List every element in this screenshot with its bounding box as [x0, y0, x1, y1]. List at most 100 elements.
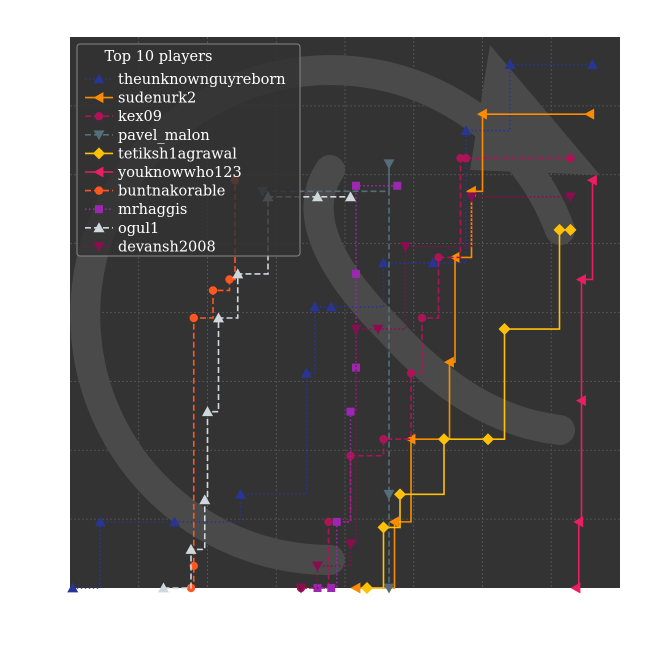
- data-point-devansh2008: [400, 241, 411, 252]
- data-point-ogul1: [185, 543, 197, 554]
- data-point-kex09: [379, 435, 388, 444]
- data-point-kex09: [461, 154, 471, 163]
- data-point-devansh2008: [345, 539, 356, 550]
- data-point-ogul1: [312, 191, 323, 202]
- data-point-ogul1: [199, 494, 211, 505]
- legend: Top 10 players theunknownguyreborn sudenur…: [76, 43, 301, 257]
- legend-label: theunknownguyreborn: [118, 72, 286, 88]
- series-line-pavel-malon: [262, 163, 390, 588]
- legend-box: [76, 43, 301, 257]
- data-point-theunknownguyreborn: [325, 301, 337, 312]
- watermark-arrowhead: [470, 45, 600, 175]
- legend-item-devansh2008: devansh2008: [85, 239, 216, 255]
- data-point-ogul1: [202, 406, 213, 417]
- legend-swatch-marker: [93, 130, 105, 141]
- data-point-mrhaggis: [327, 584, 336, 592]
- legend-label: devansh2008: [118, 239, 216, 255]
- data-point-mrhaggis: [352, 363, 360, 372]
- legend-item-theunknownguyreborn: theunknownguyreborn: [85, 72, 286, 88]
- data-point-tetiksh1agrawal: [394, 488, 406, 501]
- data-point-devansh2008: [565, 192, 576, 203]
- data-point-theunknownguyreborn: [460, 125, 472, 136]
- data-point-kex09: [434, 253, 443, 262]
- data-point-tetiksh1agrawal: [361, 582, 373, 594]
- data-point-theunknownguyreborn: [235, 488, 246, 499]
- data-point-youknowwho123: [576, 395, 586, 407]
- legend-item-mrhaggis: mrhaggis: [85, 202, 187, 218]
- legend-label: ogul1: [118, 221, 159, 237]
- data-point-pavel-malon: [383, 489, 395, 500]
- data-point-sudenurk2: [350, 582, 361, 594]
- data-point-tetiksh1agrawal: [438, 433, 450, 446]
- legend-label: sudenurk2: [118, 91, 196, 107]
- series-line-devansh2008: [301, 195, 571, 589]
- data-point-kex09: [566, 154, 575, 163]
- data-point-sudenurk2: [389, 516, 399, 528]
- legend-swatch-marker: [93, 73, 105, 84]
- data-point-kex09: [324, 517, 333, 527]
- data-point-theunknownguyreborn: [301, 367, 312, 378]
- data-point-theunknownguyreborn: [94, 516, 106, 527]
- data-point-theunknownguyreborn: [504, 59, 516, 69]
- data-point-pavel-malon: [383, 583, 395, 594]
- data-point-devansh2008: [312, 561, 323, 572]
- data-point-ogul1: [345, 191, 356, 202]
- data-point-devansh2008: [372, 324, 384, 335]
- data-point-tetiksh1agrawal: [482, 433, 494, 446]
- legend-item-pavel-malon: pavel_malon: [85, 128, 210, 144]
- data-point-theunknownguyreborn: [587, 59, 598, 69]
- data-point-devansh2008: [295, 583, 307, 594]
- data-point-mrhaggis: [352, 181, 360, 190]
- data-point-tetiksh1agrawal: [377, 521, 390, 534]
- data-point-youknowwho123: [573, 516, 584, 528]
- legend-title: Top 10 players: [105, 49, 213, 65]
- legend-swatch-marker: [93, 222, 105, 233]
- data-point-mrhaggis: [393, 181, 402, 190]
- legend-swatch-marker: [93, 147, 105, 160]
- data-point-sudenurk2: [449, 251, 460, 263]
- data-point-devansh2008: [350, 324, 362, 335]
- data-point-sudenurk2: [444, 356, 454, 368]
- data-point-theunknownguyreborn: [309, 301, 321, 312]
- data-point-youknowwho123: [576, 273, 586, 285]
- legend-label: youknowwho123: [117, 165, 242, 181]
- data-point-mrhaggis: [332, 517, 341, 526]
- legend-item-ogul1: ogul1: [85, 221, 159, 237]
- legend-swatch-marker: [93, 166, 104, 178]
- data-point-mrhaggis: [352, 269, 360, 278]
- data-point-kex09: [406, 368, 416, 378]
- data-point-sudenurk2: [584, 108, 595, 120]
- data-point-buntnakorable: [208, 286, 218, 295]
- legend-swatch-marker: [94, 112, 104, 121]
- data-point-theunknownguyreborn: [378, 257, 389, 268]
- data-point-ogul1: [232, 268, 244, 279]
- series-line-youknowwho123: [576, 180, 594, 589]
- legend-item-sudenurk2: sudenurk2: [85, 91, 196, 107]
- data-point-youknowwho123: [570, 582, 581, 594]
- data-point-sudenurk2: [405, 433, 416, 445]
- legend-item-kex09: kex09: [85, 109, 162, 125]
- legend-label: kex09: [118, 109, 162, 125]
- legend-swatch-marker: [93, 92, 104, 104]
- data-point-tetiksh1agrawal: [553, 223, 566, 236]
- series-youknowwho123: [570, 174, 597, 594]
- legend-swatch-marker: [93, 242, 105, 252]
- series-theunknownguyreborn: [67, 59, 598, 593]
- data-point-youknowwho123: [587, 174, 597, 186]
- data-point-theunknownguyreborn: [169, 516, 180, 527]
- data-point-mrhaggis: [346, 407, 355, 416]
- series-devansh2008: [295, 192, 576, 594]
- legend-label: mrhaggis: [118, 202, 187, 218]
- data-point-theunknownguyreborn: [67, 582, 79, 593]
- legend-item-tetiksh1agrawal: tetiksh1agrawal: [85, 146, 237, 162]
- data-point-theunknownguyreborn: [427, 257, 439, 268]
- series-sudenurk2: [350, 108, 595, 594]
- data-point-ogul1: [213, 312, 224, 323]
- legend-swatch-marker: [94, 186, 104, 195]
- legend-swatch-marker: [95, 205, 103, 214]
- legend-item-buntnakorable: buntnakorable: [85, 184, 225, 200]
- data-point-tetiksh1agrawal: [498, 323, 511, 336]
- series-tetiksh1agrawal: [361, 223, 577, 594]
